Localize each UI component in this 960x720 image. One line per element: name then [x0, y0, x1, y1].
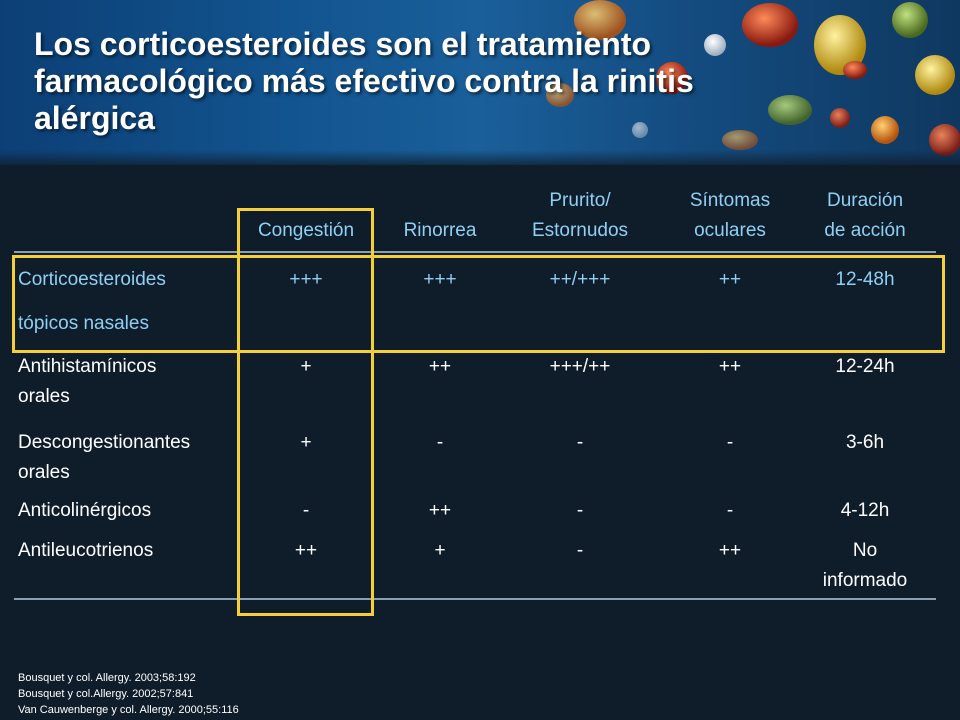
row-label-line2: tópicos nasales	[18, 313, 149, 334]
banner-fade	[0, 150, 960, 170]
congestion-column-highlight	[237, 208, 374, 616]
row-label-antileukotrienes: Antileucotrienos	[18, 536, 153, 566]
cell-antichol-duration: 4-12h	[840, 500, 890, 521]
cell-antichol-ocular: -	[726, 500, 734, 521]
cell-antileuk-rhinorrhea: +	[434, 540, 446, 561]
col-header-line2: Congestión	[257, 220, 355, 241]
reference-1: Bousquet y col. Allergy. 2003;58:192	[18, 672, 196, 684]
cell-antihist-rhinorrhea: ++	[428, 356, 452, 377]
cell-antichol-itching: -	[576, 500, 584, 521]
col-header-congestion: Congestión	[236, 186, 376, 246]
pollen-illustration	[546, 0, 960, 156]
cell-antihist-ocular: ++	[718, 356, 742, 377]
table-bottom-rule	[14, 598, 936, 600]
col-header-line1: Síntomas	[689, 190, 771, 211]
row-label-line1: Antileucotrienos	[18, 540, 154, 561]
cell-antihist-itching: +++/++	[549, 356, 611, 377]
cell-decong-duration: 3-6h	[845, 432, 885, 453]
cell-antichol-congestion: -	[302, 500, 310, 521]
cell-cortico-duration: 12-48h	[835, 269, 895, 290]
cell-cortico-itching: ++/+++	[549, 269, 611, 290]
row-label-corticosteroids: Corticoesteroides tópicos nasales	[18, 265, 166, 339]
col-header-line1: Prurito/	[549, 190, 611, 211]
col-header-ocular-symptoms: Síntomas oculares	[665, 186, 795, 246]
cell-antihist-duration: 12-24h	[835, 356, 895, 377]
cell-decong-ocular: -	[726, 432, 734, 453]
col-header-line1	[380, 186, 500, 216]
row-label-line2: orales	[18, 386, 70, 407]
cell-cortico-rhinorrhea: +++	[423, 269, 457, 290]
row-label-anticholinergics: Anticolinérgicos	[18, 496, 151, 526]
cell-decong-rhinorrhea: -	[436, 432, 444, 453]
cell-antihist-congestion: +	[300, 356, 312, 377]
duration-line1: No	[852, 540, 878, 561]
col-header-line2: oculares	[694, 220, 766, 241]
corticosteroids-row-highlight	[12, 255, 945, 353]
cell-cortico-congestion: +++	[289, 269, 323, 290]
col-header-line2: de acción	[824, 220, 906, 241]
col-header-line1: Duración	[826, 190, 904, 211]
cell-antileuk-congestion: ++	[294, 540, 318, 561]
row-label-line1: Corticoesteroides	[18, 269, 166, 290]
title-banner: Los corticoesteroides son el tratamiento…	[0, 0, 960, 165]
cell-cortico-ocular: ++	[718, 269, 742, 290]
row-label-antihistamines: Antihistamínicos orales	[18, 352, 156, 412]
cell-decong-itching: -	[576, 432, 584, 453]
col-header-duration: Duración de acción	[795, 186, 935, 246]
col-header-line2: Estornudos	[531, 220, 629, 241]
reference-3: Van Cauwenberge y col. Allergy. 2000;55:…	[18, 704, 239, 716]
cell-antichol-rhinorrhea: ++	[428, 500, 452, 521]
row-label-line1: Descongestionantes	[18, 432, 191, 453]
duration-line2: informado	[822, 570, 908, 591]
row-label-line1: Antihistamínicos	[18, 356, 157, 377]
col-header-line2: Rinorrea	[403, 220, 477, 241]
col-header-itching-sneezing: Prurito/ Estornudos	[505, 186, 655, 246]
references: Bousquet y col. Allergy. 2003;58:192 Bou…	[18, 670, 239, 718]
row-label-line1: Anticolinérgicos	[18, 500, 152, 521]
slide-title: Los corticoesteroides son el tratamiento…	[34, 26, 694, 136]
row-label-decongestants: Descongestionantes orales	[18, 428, 190, 488]
col-header-rhinorrhea: Rinorrea	[380, 186, 500, 246]
reference-2: Bousquet y col.Allergy. 2002;57:841	[18, 688, 194, 700]
cell-antileuk-ocular: ++	[718, 540, 742, 561]
row-label-line2: orales	[18, 462, 70, 483]
table-top-rule	[14, 251, 936, 253]
cell-decong-congestion: +	[300, 432, 312, 453]
cell-antileuk-duration: No informado	[795, 536, 935, 596]
cell-antileuk-itching: -	[576, 540, 584, 561]
